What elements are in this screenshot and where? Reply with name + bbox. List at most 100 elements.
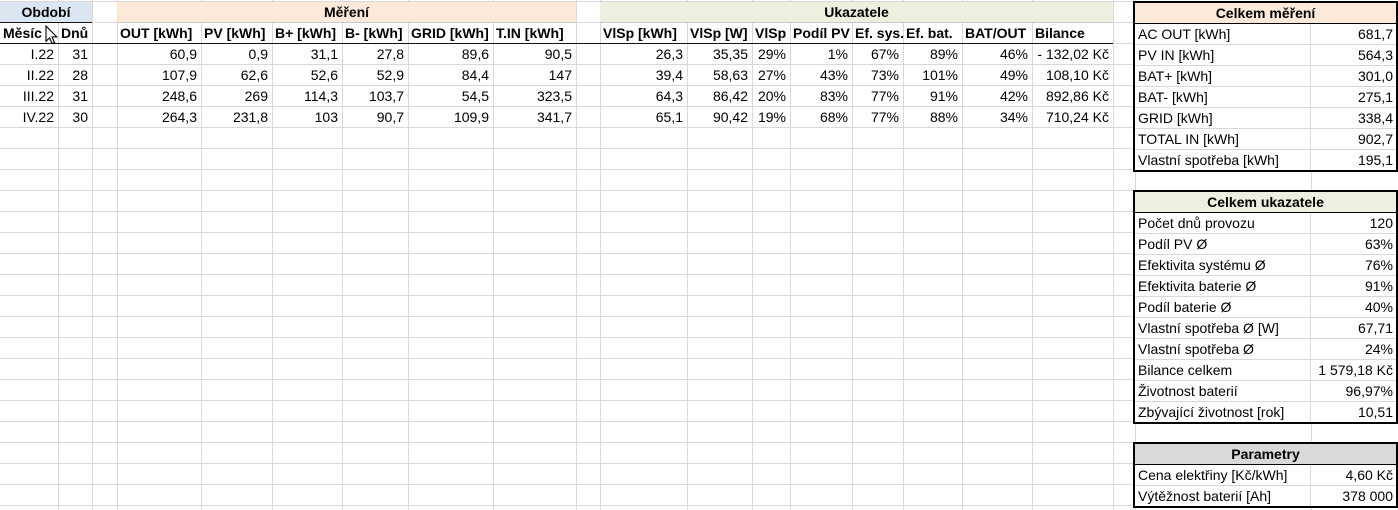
cell-mesic[interactable]: II.22: [26, 67, 54, 83]
panel-row-value[interactable]: 275,1: [1310, 87, 1396, 107]
cell-podil-pv[interactable]: 1%: [827, 46, 848, 62]
cell-bilance[interactable]: - 132,02 Kč: [1037, 46, 1109, 62]
cell-bat-out[interactable]: 42%: [999, 88, 1028, 104]
cell-dnu[interactable]: 31: [72, 88, 88, 104]
panel-row-value[interactable]: 63%: [1310, 234, 1396, 254]
panel-row-label[interactable]: Efektivita baterie Ø: [1138, 278, 1257, 294]
panel-row-value[interactable]: 338,4: [1310, 108, 1396, 128]
panel-row-label[interactable]: Podíl baterie Ø: [1138, 299, 1232, 315]
column-header-mesic[interactable]: Měsíc: [3, 25, 42, 41]
panel-row-value[interactable]: 91%: [1310, 276, 1396, 296]
panel-row-value[interactable]: 378 000: [1310, 486, 1396, 506]
cell-out-kwh[interactable]: 107,9: [161, 67, 197, 83]
panel-row-label[interactable]: Vlastní spotřeba [kWh]: [1138, 152, 1279, 168]
panel-row-label[interactable]: TOTAL IN [kWh]: [1138, 131, 1239, 147]
cell-vlsp-w[interactable]: 86,42: [712, 88, 748, 104]
cell-vlsp-pct[interactable]: 29%: [757, 46, 786, 62]
cell-bat-out[interactable]: 46%: [999, 46, 1028, 62]
panel-row-label[interactable]: Zbývající životnost [rok]: [1138, 404, 1285, 420]
column-header-vlsp-w[interactable]: VlSp [W]: [690, 25, 748, 41]
cell-t-in-kwh[interactable]: 147: [548, 67, 572, 83]
panel-row-value[interactable]: 40%: [1310, 297, 1396, 317]
cell-podil-pv[interactable]: 43%: [819, 67, 848, 83]
panel-row-label[interactable]: Vlastní spotřeba Ø: [1138, 341, 1254, 357]
panel-row-label[interactable]: PV IN [kWh]: [1138, 47, 1215, 63]
cell-b-plus-kwh[interactable]: 52,6: [310, 67, 338, 83]
cell-vlsp-w[interactable]: 58,63: [712, 67, 748, 83]
cell-b-plus-kwh[interactable]: 103: [314, 109, 338, 125]
cell-ef-sys[interactable]: 77%: [870, 109, 899, 125]
panel-row-label[interactable]: Počet dnů provozu: [1138, 215, 1255, 231]
cell-mesic[interactable]: I.22: [30, 46, 54, 62]
cell-ef-sys[interactable]: 67%: [870, 46, 899, 62]
panel-row-label[interactable]: Podíl PV Ø: [1138, 236, 1208, 252]
panel-row-label[interactable]: Cena elektřiny [Kč/kWh]: [1138, 467, 1288, 483]
panel-row-value[interactable]: 67,71: [1310, 318, 1396, 338]
cell-pv-kwh[interactable]: 62,6: [240, 67, 268, 83]
cell-b-plus-kwh[interactable]: 114,3: [304, 88, 338, 104]
cell-vlsp-kwh[interactable]: 65,1: [655, 109, 683, 125]
band-obdobi[interactable]: Období: [0, 2, 92, 23]
panel-row-label[interactable]: BAT- [kWh]: [1138, 89, 1208, 105]
column-header-ef-sys[interactable]: Ef. sys.: [855, 25, 905, 41]
panel-row-label[interactable]: Efektivita systému Ø: [1138, 257, 1266, 273]
cell-vlsp-kwh[interactable]: 26,3: [655, 46, 683, 62]
panel-row-label[interactable]: GRID [kWh]: [1138, 110, 1213, 126]
cell-out-kwh[interactable]: 60,9: [169, 46, 197, 62]
cell-dnu[interactable]: 31: [72, 46, 88, 62]
panel-row-value[interactable]: 10,51: [1310, 402, 1396, 422]
column-header-b-minus-kwh[interactable]: B- [kWh]: [345, 25, 403, 41]
cell-ef-bat[interactable]: 91%: [929, 88, 958, 104]
cell-dnu[interactable]: 28: [72, 67, 88, 83]
panel-row-value[interactable]: 24%: [1310, 339, 1396, 359]
cell-vlsp-w[interactable]: 35,35: [712, 46, 748, 62]
column-header-bilance[interactable]: Bilance: [1035, 25, 1085, 41]
panel-row-label[interactable]: Bilance celkem: [1138, 362, 1233, 378]
cell-mesic[interactable]: III.22: [22, 88, 54, 104]
cell-b-minus-kwh[interactable]: 90,7: [376, 109, 404, 125]
column-header-podil-pv[interactable]: Podíl PV: [793, 25, 850, 41]
cell-t-in-kwh[interactable]: 90,5: [544, 46, 572, 62]
cell-b-minus-kwh[interactable]: 52,9: [376, 67, 404, 83]
panel-row-value[interactable]: 4,60 Kč: [1310, 465, 1396, 485]
panel-title-celkem-mereni[interactable]: Celkem měření: [1135, 3, 1396, 24]
column-header-bat-out[interactable]: BAT/OUT: [965, 25, 1027, 41]
cell-grid-kwh[interactable]: 109,9: [453, 109, 489, 125]
panel-row-value[interactable]: 301,0: [1310, 66, 1396, 86]
cell-b-plus-kwh[interactable]: 31,1: [310, 46, 338, 62]
cell-vlsp-kwh[interactable]: 39,4: [655, 67, 683, 83]
cell-ef-sys[interactable]: 77%: [870, 88, 899, 104]
panel-row-label[interactable]: Vlastní spotřeba Ø [W]: [1138, 320, 1279, 336]
cell-vlsp-kwh[interactable]: 64,3: [655, 88, 683, 104]
cell-ef-bat[interactable]: 88%: [929, 109, 958, 125]
cell-vlsp-pct[interactable]: 20%: [757, 88, 786, 104]
column-header-vlsp-kwh[interactable]: VlSp [kWh]: [603, 25, 677, 41]
cell-grid-kwh[interactable]: 89,6: [461, 46, 489, 62]
cell-bilance[interactable]: 892,86 Kč: [1045, 88, 1109, 104]
cell-ef-bat[interactable]: 101%: [922, 67, 958, 83]
panel-row-label[interactable]: Výtěžnost baterií [Ah]: [1138, 488, 1272, 504]
cell-t-in-kwh[interactable]: 341,7: [536, 109, 572, 125]
column-header-dnu[interactable]: Dnů: [61, 25, 89, 41]
panel-row-value[interactable]: 195,1: [1310, 150, 1396, 170]
panel-title-parametry[interactable]: Parametry: [1135, 444, 1396, 465]
cell-b-minus-kwh[interactable]: 103,7: [368, 88, 404, 104]
cell-bilance[interactable]: 710,24 Kč: [1045, 109, 1109, 125]
panel-row-value[interactable]: 76%: [1310, 255, 1396, 275]
cell-vlsp-pct[interactable]: 27%: [757, 67, 786, 83]
column-header-b-plus-kwh[interactable]: B+ [kWh]: [275, 25, 337, 41]
cell-bilance[interactable]: 108,10 Kč: [1045, 67, 1109, 83]
panel-row-value[interactable]: 681,7: [1310, 24, 1396, 44]
cell-out-kwh[interactable]: 264,3: [161, 109, 197, 125]
cell-pv-kwh[interactable]: 269: [244, 88, 268, 104]
panel-row-label[interactable]: BAT+ [kWh]: [1138, 68, 1213, 84]
cell-mesic[interactable]: IV.22: [22, 109, 54, 125]
panel-row-value[interactable]: 96,97%: [1310, 381, 1396, 401]
cell-pv-kwh[interactable]: 0,9: [248, 46, 268, 62]
cell-pv-kwh[interactable]: 231,8: [232, 109, 268, 125]
cell-t-in-kwh[interactable]: 323,5: [536, 88, 572, 104]
column-header-ef-bat[interactable]: Ef. bat.: [906, 25, 953, 41]
cell-podil-pv[interactable]: 68%: [819, 109, 848, 125]
cell-grid-kwh[interactable]: 84,4: [461, 67, 489, 83]
column-header-t-in-kwh[interactable]: T.IN [kWh]: [496, 25, 564, 41]
